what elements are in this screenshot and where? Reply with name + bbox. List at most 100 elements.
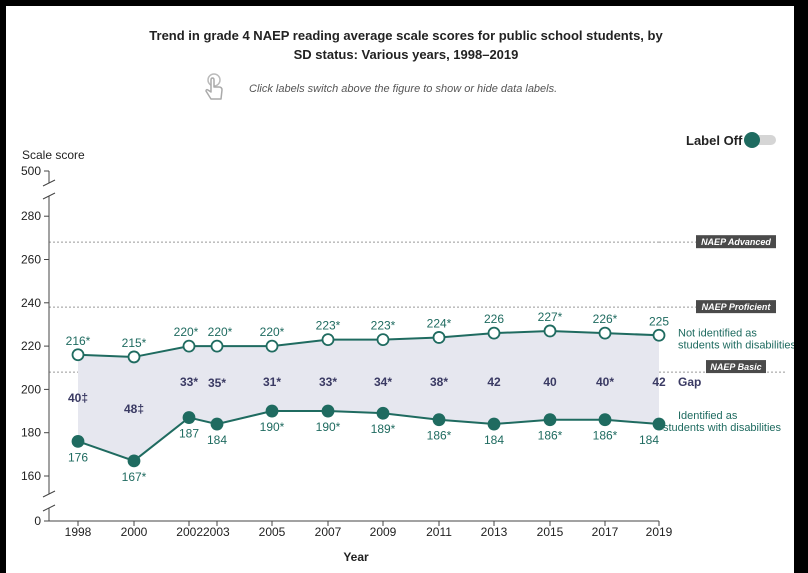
data-label: 167* xyxy=(122,470,147,484)
data-label: 220* xyxy=(174,325,199,339)
data-point xyxy=(543,413,557,427)
data-label: 225 xyxy=(649,314,669,328)
figure-panel: Trend in grade 4 NAEP reading average sc… xyxy=(6,6,794,573)
data-point xyxy=(376,406,390,420)
gap-label: 34* xyxy=(374,375,392,389)
data-label: 226 xyxy=(484,312,504,326)
y-tick-label: 280 xyxy=(21,209,41,223)
data-point xyxy=(321,404,335,418)
data-point xyxy=(321,333,335,347)
gap-label: 40* xyxy=(596,375,614,389)
data-point xyxy=(598,413,612,427)
x-tick-label: 2009 xyxy=(370,525,397,539)
toggle-label: Label Off xyxy=(686,132,743,148)
axis-break-gap xyxy=(43,183,55,196)
data-label: 176 xyxy=(68,450,88,464)
level-label: NAEP Basic xyxy=(710,362,761,372)
data-point xyxy=(127,454,141,468)
y-tick-label: 500 xyxy=(21,164,41,178)
data-point xyxy=(127,350,141,364)
gap-name: Gap xyxy=(678,375,701,389)
x-tick-label: 2005 xyxy=(259,525,286,539)
gap-label: 31* xyxy=(263,375,281,389)
data-label: 184 xyxy=(639,433,659,447)
data-point xyxy=(182,411,196,424)
data-label: 186* xyxy=(427,429,452,443)
y-axis-label: Scale score xyxy=(22,148,85,162)
y-tick-label: 240 xyxy=(21,296,41,310)
data-label: 216* xyxy=(66,334,91,348)
series-name-line: Not identified as xyxy=(678,327,757,339)
gap-label: 42 xyxy=(652,375,666,389)
level-box xyxy=(696,235,776,249)
x-tick-label: 2015 xyxy=(537,525,564,539)
chart-title: Trend in grade 4 NAEP reading average sc… xyxy=(149,28,663,62)
y-tick-label: 160 xyxy=(21,469,41,483)
data-point xyxy=(487,326,501,340)
y-tick-label: 0 xyxy=(34,514,41,528)
data-point xyxy=(487,417,501,431)
data-label: 223* xyxy=(316,319,341,333)
data-point xyxy=(376,333,390,347)
gap-label: 40 xyxy=(543,375,557,389)
data-point xyxy=(432,331,446,344)
data-point xyxy=(210,339,224,353)
toggle-switch[interactable] xyxy=(744,132,777,148)
data-label: 227* xyxy=(538,310,563,324)
data-label: 190* xyxy=(316,420,341,434)
axis-break-mark xyxy=(42,192,56,200)
x-tick-label: 2011 xyxy=(426,525,452,539)
data-point xyxy=(210,417,224,431)
y-tick-label: 180 xyxy=(21,426,41,440)
data-label: 189* xyxy=(371,422,396,436)
gap-label: 40‡ xyxy=(68,391,88,405)
data-point xyxy=(71,434,85,448)
series-line xyxy=(77,329,660,358)
gap-label: 38* xyxy=(430,375,448,389)
gap-label: 33* xyxy=(180,375,198,389)
data-label: 224* xyxy=(427,316,452,330)
data-point xyxy=(598,326,612,340)
axis-break-mark xyxy=(42,490,56,498)
gap-area xyxy=(78,330,659,461)
y-tick-label: 200 xyxy=(21,382,41,396)
x-tick-label: 2013 xyxy=(481,525,508,539)
gap-label: 48‡ xyxy=(124,402,144,416)
data-point xyxy=(265,404,279,418)
series-line xyxy=(77,410,660,462)
data-label: 223* xyxy=(371,319,396,333)
gap-label: 33* xyxy=(319,375,337,389)
gap-label: 35* xyxy=(208,376,226,390)
toggle-knob[interactable] xyxy=(744,132,761,148)
data-label-toggle[interactable]: Label Off xyxy=(686,130,777,150)
series-name-line: students with disabilities xyxy=(678,339,794,351)
data-point xyxy=(182,339,196,353)
data-label: 184 xyxy=(207,433,227,447)
data-label: 187 xyxy=(179,427,199,441)
data-label: 215* xyxy=(122,336,147,350)
data-label: 186* xyxy=(593,429,618,443)
axis-break-mark xyxy=(42,179,56,187)
gap-label: 42 xyxy=(487,375,501,389)
series-name-line: Identified as xyxy=(678,410,738,422)
axis-break-mark xyxy=(42,504,56,512)
data-label: 220* xyxy=(208,325,233,339)
x-axis-label: Year xyxy=(343,550,369,564)
data-point xyxy=(432,413,446,427)
data-label: 190* xyxy=(260,420,285,434)
x-tick-label: 2003 xyxy=(203,525,230,539)
hand-pointer-icon xyxy=(205,73,223,100)
data-label: 226* xyxy=(593,312,618,326)
line-chart: NAEP Advanced NAEP Proficient NAEP Basic S… xyxy=(21,148,794,564)
data-point xyxy=(543,324,557,338)
data-label: 184 xyxy=(484,433,504,447)
x-tick-label: 2002 xyxy=(176,525,203,539)
level-box xyxy=(706,360,766,374)
data-label: 186* xyxy=(538,429,563,443)
x-tick-label: 2017 xyxy=(592,525,619,539)
hint-text: Click labels switch above the figure to … xyxy=(249,83,558,95)
data-point xyxy=(652,328,666,342)
x-tick-label: 2000 xyxy=(121,525,148,539)
level-label: NAEP Proficient xyxy=(702,302,772,312)
